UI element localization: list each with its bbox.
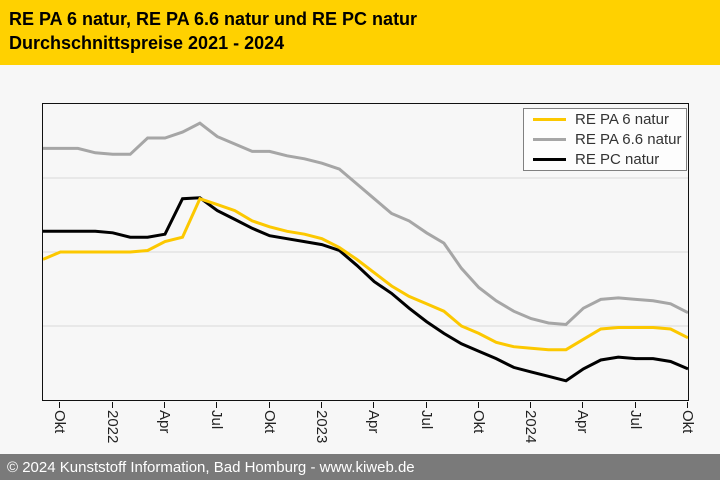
x-axis-tick [111, 402, 113, 408]
legend-box: RE PA 6 natur RE PA 6.6 natur RE PC natu… [523, 108, 687, 171]
x-axis-tick [582, 402, 584, 408]
x-axis-tick-label: 2023 [312, 410, 330, 444]
x-axis-tick [216, 402, 218, 408]
x-axis-tick [164, 402, 165, 408]
x-axis-tick-label: Okt [260, 410, 278, 434]
x-axis-tick [59, 402, 61, 408]
legend-item: RE PA 6.6 natur [524, 130, 686, 150]
x-axis-tick-label: Apr [156, 410, 173, 434]
x-axis-tick-label: Jul [208, 410, 226, 430]
chart-area: Okt 2022 Apr Jul Okt 2023 Apr Jul Okt 2024 Apr Jul O… [0, 65, 720, 454]
x-axis-tick [634, 402, 636, 408]
x-axis-tick-label: Jul [417, 410, 435, 430]
x-axis-tick-label: 2024 [522, 410, 540, 444]
x-axis-tick-label: Apr [574, 410, 592, 434]
legend-line-swatch-pa66 [533, 138, 566, 141]
x-axis-tick-label: Apr [365, 410, 383, 434]
x-axis-tick [530, 402, 532, 408]
legend-label: RE PA 6.6 natur [575, 131, 682, 148]
chart-title-line1: RE PA 6 natur, RE PA 6.6 natur und RE PC… [9, 9, 418, 29]
x-axis-tick [320, 402, 322, 408]
x-axis-tick [425, 402, 427, 408]
x-axis-tick-label: Jul [626, 410, 644, 430]
x-axis-tick-label: Okt [469, 410, 487, 434]
x-axis-tick [477, 402, 479, 408]
chart-title-banner: RE PA 6 natur, RE PA 6.6 natur und RE PC… [0, 0, 720, 65]
copyright-text: © 2024 Kunststoff Information, Bad Hombu… [7, 458, 415, 476]
x-axis-tick [687, 402, 688, 408]
x-axis-tick-label: Okt [679, 410, 696, 434]
copyright-footer: © 2024 Kunststoff Information, Bad Hombu… [0, 454, 720, 480]
chart-title-line2: Durchschnittspreise 2021 - 2024 [9, 33, 285, 53]
legend-item: RE PA 6 natur [524, 110, 686, 130]
legend-label: RE PC natur [575, 151, 660, 168]
chart-svg [43, 121, 688, 383]
legend-item: RE PC natur [524, 150, 686, 170]
legend-line-swatch-pc [533, 158, 566, 161]
series-line-re-pa-6-natur [43, 196, 688, 352]
series-line-re-pc-natur [43, 196, 688, 383]
x-axis-tick [268, 402, 270, 408]
x-axis-tick [373, 402, 375, 408]
x-axis-tick-label: Okt [51, 410, 69, 434]
legend-line-swatch-pa6 [533, 118, 566, 121]
series-line-re-pa-6-6-natur [43, 121, 688, 327]
x-axis-tick-label: 2022 [103, 410, 121, 444]
legend-label: RE PA 6 natur [575, 111, 669, 128]
